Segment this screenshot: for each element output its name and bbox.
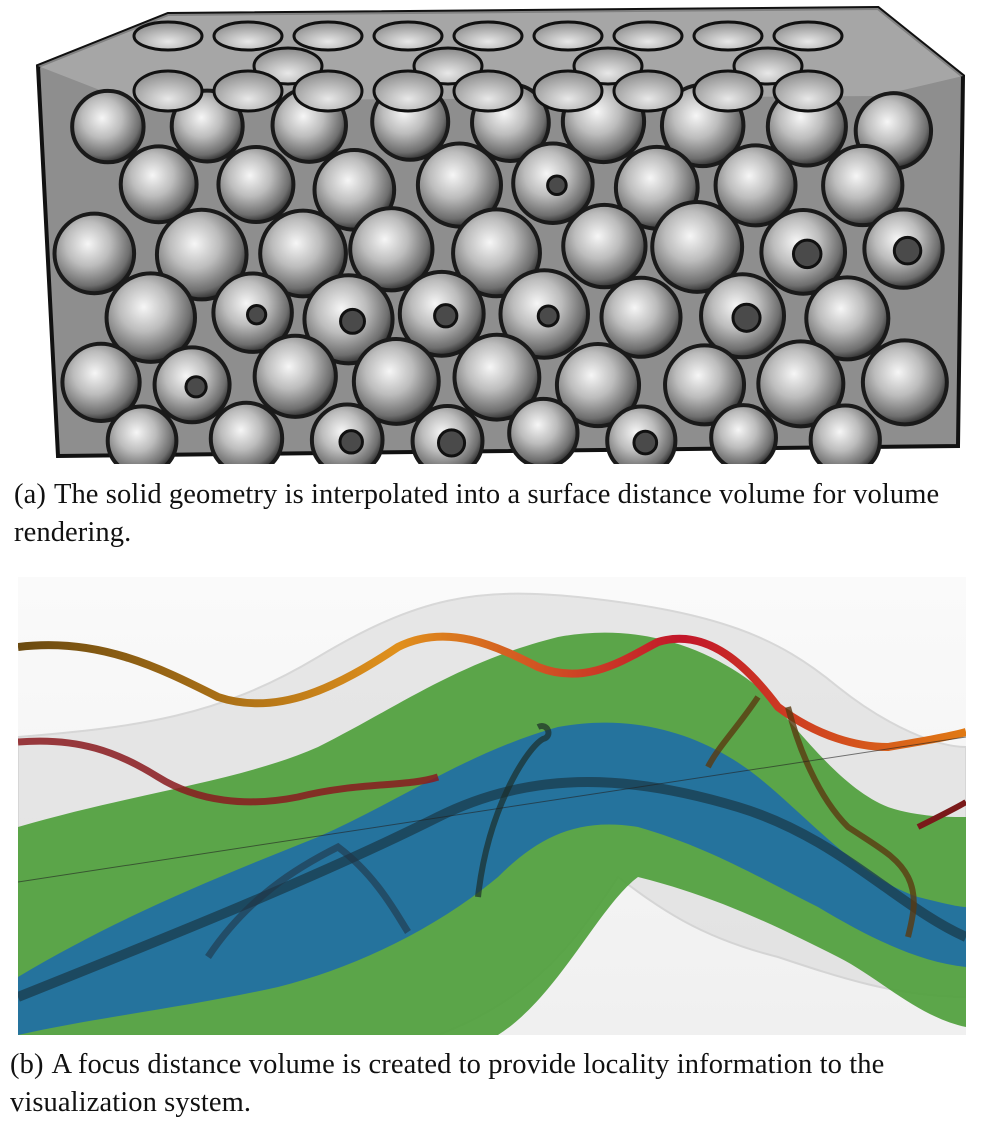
pore-cap	[372, 69, 444, 113]
sphere	[713, 143, 798, 228]
pore-cap	[372, 20, 444, 52]
sphere-pore	[433, 303, 459, 329]
sphere	[452, 332, 542, 422]
sphere	[348, 206, 435, 293]
sphere-pore	[536, 304, 560, 328]
inner-fiber-1	[18, 777, 966, 1002]
sphere	[169, 88, 245, 164]
sphere-pore	[892, 235, 923, 266]
sphere	[451, 207, 542, 299]
pore-cap	[452, 20, 524, 52]
streamline-right	[705, 695, 917, 938]
sphere	[821, 143, 905, 228]
caption-b-text: A focus distance volume is created to pr…	[10, 1049, 885, 1118]
pore-cap	[612, 20, 684, 52]
pore-cap	[692, 20, 764, 52]
pore-cap	[772, 20, 844, 52]
sphere	[507, 396, 580, 464]
focus-distance-tube-render	[18, 577, 966, 1035]
caption-b: (b) A focus distance volume is created to…	[10, 1046, 978, 1122]
sphere	[208, 400, 285, 464]
subfigure-b-image	[18, 577, 966, 1035]
sphere	[70, 88, 146, 165]
sphere	[252, 333, 338, 419]
sphere	[808, 403, 882, 464]
inner-fiber-2	[205, 842, 411, 959]
sphere-pore	[339, 307, 366, 335]
sphere-pore	[184, 375, 208, 399]
sphere-pore	[246, 304, 268, 326]
sphere	[599, 275, 683, 359]
pore-cap	[132, 20, 204, 52]
sphere-group	[52, 78, 949, 464]
pore-cap	[212, 20, 284, 52]
inner-fiber-3	[475, 723, 552, 898]
caption-a: (a) The solid geometry is interpolated in…	[14, 476, 979, 552]
sphere	[60, 341, 142, 423]
sphere	[804, 275, 891, 362]
streamline-left	[18, 737, 440, 806]
sphere	[52, 211, 137, 296]
sphere	[554, 341, 642, 429]
thin-line	[18, 736, 966, 883]
sphere	[860, 338, 949, 427]
pore-cap	[532, 69, 604, 113]
sphere-pore	[338, 429, 364, 455]
sphere-pore	[546, 174, 568, 197]
sphere	[216, 145, 296, 224]
sphere	[709, 403, 778, 464]
caption-a-label: (a)	[14, 479, 46, 510]
caption-a-text: The solid geometry is interpolated into …	[14, 479, 940, 548]
sphere	[756, 339, 846, 429]
sphere	[258, 208, 348, 299]
pore-cap	[212, 69, 284, 113]
pore-cap	[452, 69, 524, 113]
sphere	[105, 404, 179, 464]
pore-cap	[132, 69, 204, 113]
porous-sphere-packing-render	[35, 6, 966, 464]
sphere-pore	[436, 428, 467, 458]
subfigure-a-image	[18, 6, 970, 464]
streamline-upper	[18, 632, 966, 752]
sphere-pore	[632, 429, 659, 456]
sphere	[650, 199, 745, 294]
sphere	[154, 207, 249, 302]
caption-b-label: (b)	[10, 1049, 44, 1080]
pore-cap	[692, 69, 764, 113]
sphere	[415, 141, 503, 229]
pore-cap	[612, 69, 684, 113]
pore-cap	[292, 20, 364, 52]
sphere	[663, 343, 747, 427]
sphere	[351, 336, 441, 426]
streamline-edge	[916, 799, 966, 830]
sphere	[561, 202, 648, 290]
sphere	[118, 144, 199, 225]
pore-cap	[292, 69, 364, 113]
pore-cap	[772, 69, 844, 113]
sphere	[104, 271, 197, 364]
pore-cap-group	[132, 20, 844, 113]
sphere-pore	[791, 238, 823, 270]
pore-cap	[532, 20, 604, 52]
sphere-pore	[731, 302, 762, 333]
